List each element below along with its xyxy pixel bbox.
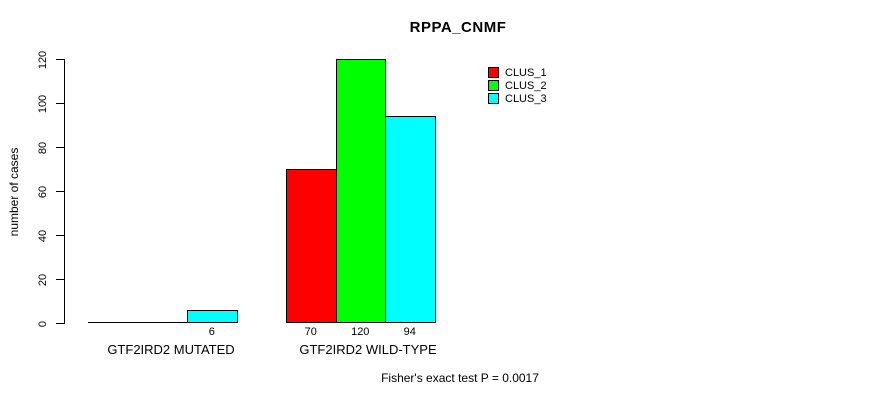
y-tick-label: 0 (37, 320, 49, 327)
y-tick-label: 40 (37, 229, 49, 242)
legend: CLUS_1 CLUS_2 CLUS_3 (488, 66, 547, 105)
legend-swatch-clus_3 (488, 93, 499, 104)
legend-row: CLUS_2 (488, 79, 547, 92)
bar-clus_1 (286, 169, 337, 323)
y-tick-label: 20 (37, 273, 49, 286)
y-tick-label: 60 (37, 185, 49, 198)
y-tick-label: 80 (37, 141, 49, 154)
y-tick (56, 103, 64, 104)
legend-label: CLUS_3 (505, 92, 547, 105)
legend-swatch-clus_2 (488, 80, 499, 91)
bar-value-label: 94 (403, 326, 416, 338)
bar-clus_2 (335, 59, 386, 323)
y-tick (56, 59, 64, 60)
y-tick (56, 191, 64, 192)
y-tick-label: 120 (37, 50, 49, 69)
y-axis-label: number of cases (7, 147, 21, 237)
y-tick (56, 235, 64, 236)
annotation-text: Fisher's exact test P = 0.0017 (381, 371, 539, 385)
y-tick-label: 100 (37, 94, 49, 113)
y-tick (56, 279, 64, 280)
zero-bar-clus_1 (88, 322, 139, 323)
legend-label: CLUS_1 (505, 66, 547, 79)
legend-swatch-clus_1 (488, 67, 499, 78)
bar-clus_3 (187, 309, 238, 323)
y-axis-line (64, 59, 65, 324)
y-tick (56, 147, 64, 148)
bar-value-label: 120 (351, 326, 370, 338)
category-label: GTF2IRD2 WILD-TYPE (299, 342, 437, 357)
chart-title: RPPA_CNMF (409, 19, 507, 36)
legend-row: CLUS_3 (488, 92, 547, 105)
legend-row: CLUS_1 (488, 66, 547, 79)
bar-value-label: 70 (304, 326, 317, 338)
zero-bar-clus_2 (137, 322, 188, 323)
legend-label: CLUS_2 (505, 79, 547, 92)
bar-value-label: 6 (208, 326, 215, 338)
y-tick (56, 323, 64, 324)
category-label: GTF2IRD2 MUTATED (107, 342, 235, 357)
bar-clus_3 (385, 116, 436, 323)
